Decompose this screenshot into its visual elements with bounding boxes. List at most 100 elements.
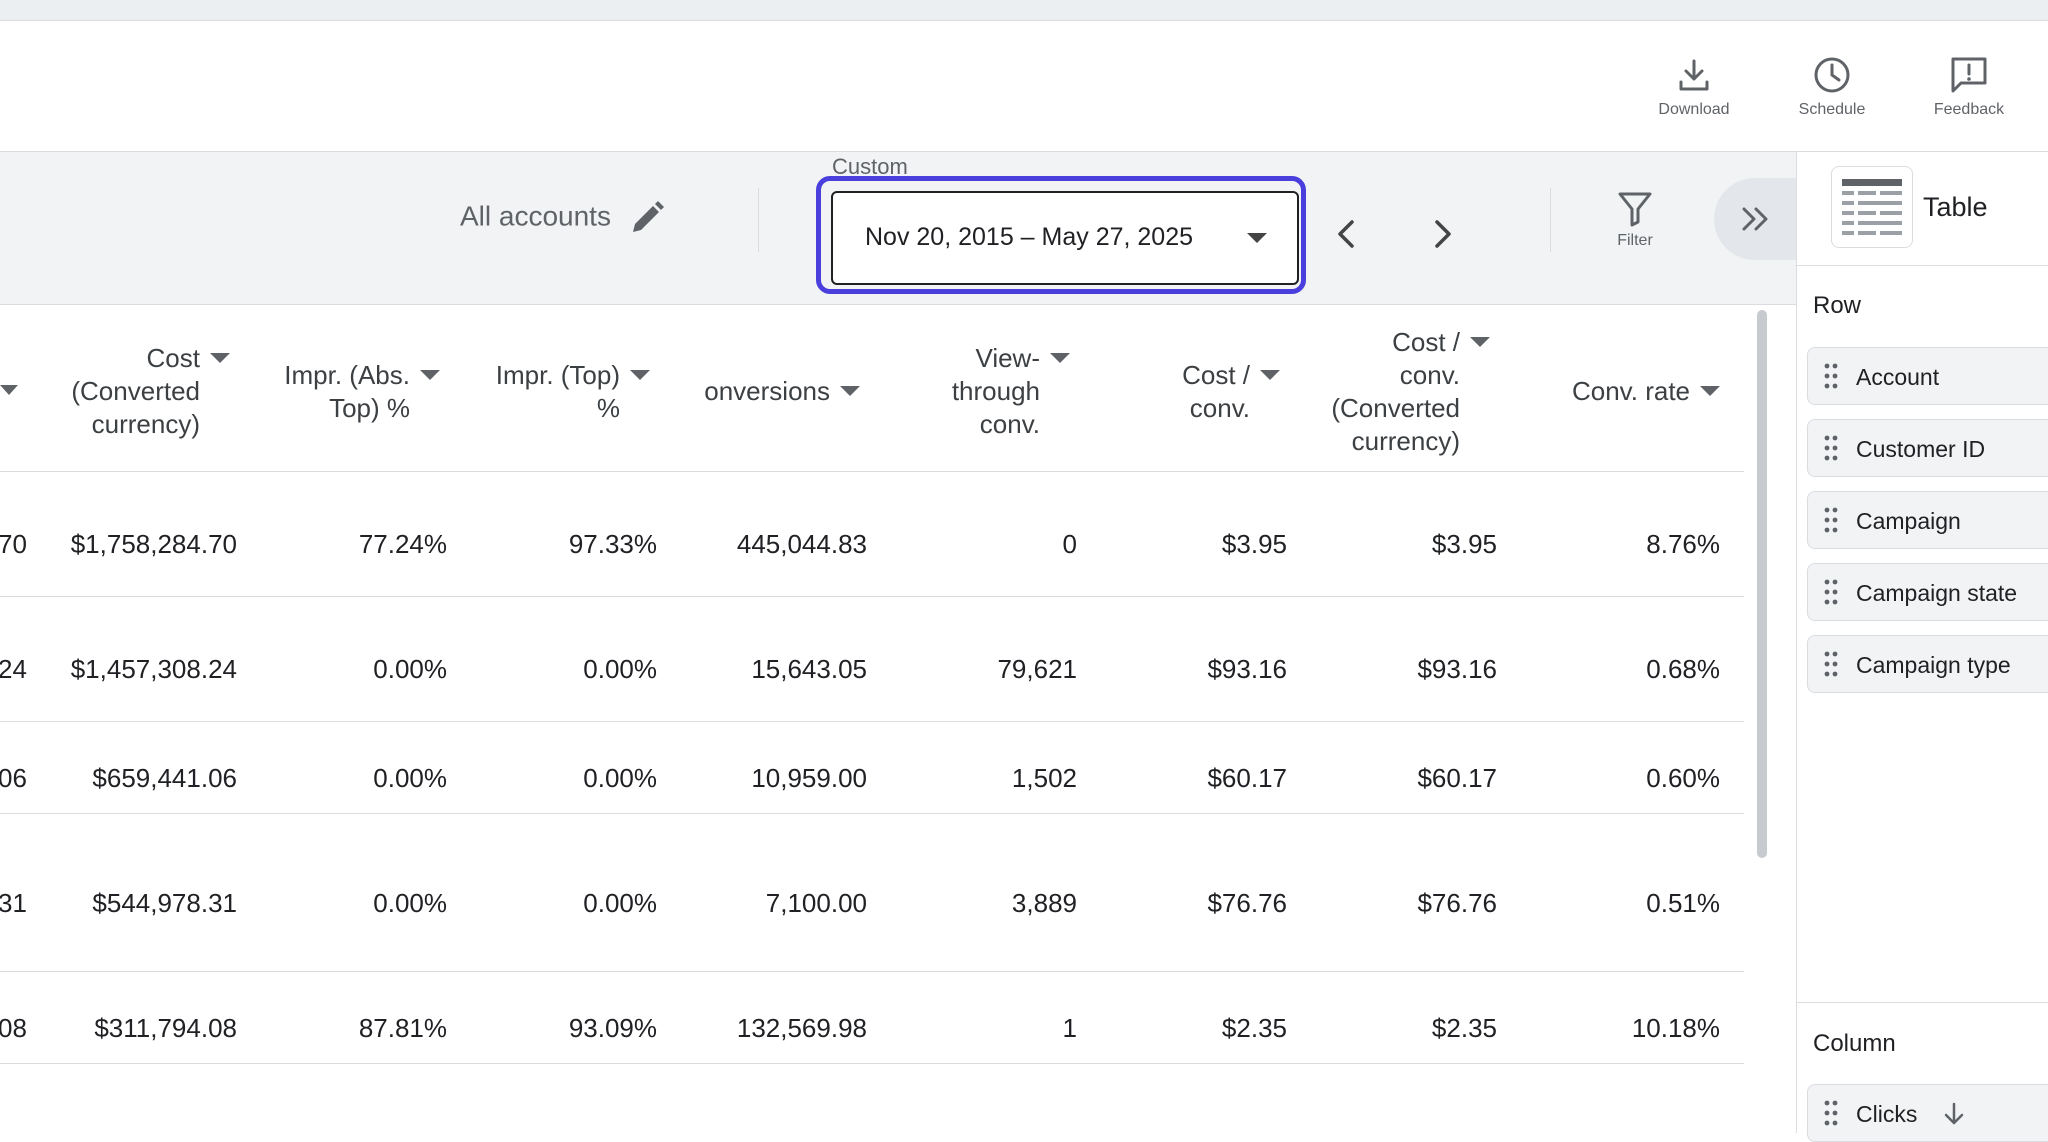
header-line: Conv. rate: [1572, 375, 1720, 408]
download-icon: [1679, 59, 1709, 91]
sort-caret-icon: [210, 353, 230, 364]
row-divider: [0, 813, 1744, 814]
column-header-conversions[interactable]: onversions: [704, 375, 860, 408]
chip-label: Campaign state: [1856, 580, 2018, 606]
column-header-conv-rate[interactable]: Conv. rate: [1572, 375, 1720, 408]
column-header-cost-per-conv-converted[interactable]: Cost / conv. (Converted currency): [1331, 326, 1490, 458]
sort-caret-icon: [1470, 337, 1490, 348]
schedule-button[interactable]: Schedule: [1772, 55, 1892, 119]
download-label: Download: [1658, 101, 1730, 118]
previous-period-button[interactable]: [1327, 214, 1367, 254]
table-cell: $1,758,284.70: [70, 529, 237, 559]
header-line: conv.: [1189, 393, 1250, 423]
table-cell: $2.35: [1221, 1013, 1287, 1043]
column-header-impr-abs-top[interactable]: Impr. (Abs. Top) %: [284, 359, 440, 425]
header-line: onversions: [704, 375, 860, 408]
column-header-impr-top[interactable]: Impr. (Top) %: [496, 359, 650, 425]
table-cell: 70: [0, 529, 27, 559]
table-cell: 08: [0, 1013, 27, 1043]
drag-handle-icon: [1824, 363, 1838, 389]
drag-handle-icon: [1824, 651, 1838, 677]
row-divider: [0, 721, 1744, 722]
sort-caret-icon: [420, 370, 440, 381]
table-cell: $76.76: [1207, 888, 1287, 918]
separator: [758, 188, 759, 252]
table-cell: $2.35: [1431, 1013, 1497, 1043]
panel-header: Table: [1797, 152, 2048, 266]
arrow-down-icon: [1944, 1102, 1964, 1125]
row-chip-account[interactable]: Account: [1807, 347, 2048, 405]
header-line: Cost /: [1331, 326, 1490, 359]
table-cell: 0.00%: [373, 763, 447, 793]
table-cell: 10.18%: [1631, 1013, 1720, 1043]
double-chevron-right-icon: [1742, 207, 1768, 231]
table-cell: 132,569.98: [736, 1013, 867, 1043]
row-chip-customer-id[interactable]: Customer ID: [1807, 419, 2048, 477]
table-cell: 0.68%: [1646, 654, 1720, 684]
header-line: Top) %: [329, 393, 410, 423]
pencil-icon: [632, 201, 664, 232]
column-section-label: Column: [1813, 1030, 1896, 1057]
table-cell: 3,889: [1011, 888, 1077, 918]
table-scrollbar[interactable]: [1754, 310, 1770, 1133]
header-line: View-: [952, 342, 1070, 375]
row-chip-campaign-type[interactable]: Campaign type: [1807, 635, 2048, 693]
chip-label: Customer ID: [1856, 436, 1986, 462]
all-accounts-selector[interactable]: All accounts: [460, 198, 667, 238]
row-chip-campaign-state[interactable]: Campaign state: [1807, 563, 2048, 621]
table-cell: 10,959.00: [751, 763, 867, 793]
table-cell: 24: [0, 654, 27, 684]
table-cell: 0.00%: [583, 763, 657, 793]
table-layout-icon: [1842, 179, 1902, 235]
filter-button[interactable]: Filter: [1595, 190, 1675, 250]
column-chip-clicks[interactable]: Clicks: [1807, 1084, 2048, 1142]
filter-icon: [1618, 192, 1652, 227]
all-accounts-label: All accounts: [460, 200, 611, 232]
date-range-dropdown[interactable]: Nov 20, 2015 – May 27, 2025: [831, 191, 1299, 285]
collapse-panel-button[interactable]: [1714, 178, 1804, 260]
chip-label: Account: [1856, 364, 1940, 390]
column-header-view-through-conv[interactable]: View- through conv.: [952, 342, 1070, 441]
row-divider: [0, 471, 1744, 472]
sort-caret-icon: [1700, 386, 1720, 397]
drag-handle-icon: [1824, 435, 1838, 461]
filter-label: Filter: [1617, 232, 1653, 249]
row-divider: [0, 596, 1744, 597]
table-cell: 1: [1062, 1013, 1077, 1043]
header-line: (Converted: [1331, 393, 1460, 423]
column-header-cost-per-conv[interactable]: Cost / conv.: [1182, 359, 1280, 425]
download-button[interactable]: Download: [1634, 55, 1754, 119]
table-cell: 445,044.83: [736, 529, 867, 559]
caret-down-icon: [1247, 233, 1267, 243]
browser-top-strip: [0, 0, 2048, 21]
table-cell: $311,794.08: [94, 1013, 237, 1043]
header-line: (Converted: [71, 376, 200, 406]
report-table: Cost (Converted currency) Impr. (Abs. To…: [0, 305, 1744, 1133]
sort-caret-icon: [630, 370, 650, 381]
table-cell: $3.95: [1221, 529, 1287, 559]
next-period-button[interactable]: [1422, 214, 1462, 254]
drag-handle-icon: [1824, 579, 1838, 605]
header-line: Impr. (Top): [496, 359, 650, 392]
feedback-icon: [1951, 57, 1987, 93]
header-line: %: [596, 393, 620, 423]
table-cell: 8.76%: [1646, 529, 1720, 559]
row-section-label: Row: [1813, 292, 1862, 319]
row-chip-campaign[interactable]: Campaign: [1807, 491, 2048, 549]
schedule-label: Schedule: [1798, 101, 1866, 118]
table-cell: 77.24%: [358, 529, 447, 559]
table-cell: 31: [0, 888, 27, 918]
table-cell: $93.16: [1417, 654, 1497, 684]
chip-label: Clicks: [1856, 1101, 1918, 1127]
header-line: Cost: [71, 342, 230, 375]
table-cell: 0.00%: [583, 654, 657, 684]
table-cell: 7,100.00: [765, 888, 867, 918]
scrollbar-thumb[interactable]: [1757, 310, 1767, 858]
feedback-button[interactable]: Feedback: [1909, 55, 2029, 119]
date-range-type-label: Custom: [832, 154, 908, 179]
column-header-cost-converted[interactable]: Cost (Converted currency): [71, 342, 230, 441]
header-line: Impr. (Abs.: [284, 359, 440, 392]
table-cell: 97.33%: [568, 529, 657, 559]
table-cell: $1,457,308.24: [70, 654, 237, 684]
table-view-icon[interactable]: [1831, 166, 1913, 248]
